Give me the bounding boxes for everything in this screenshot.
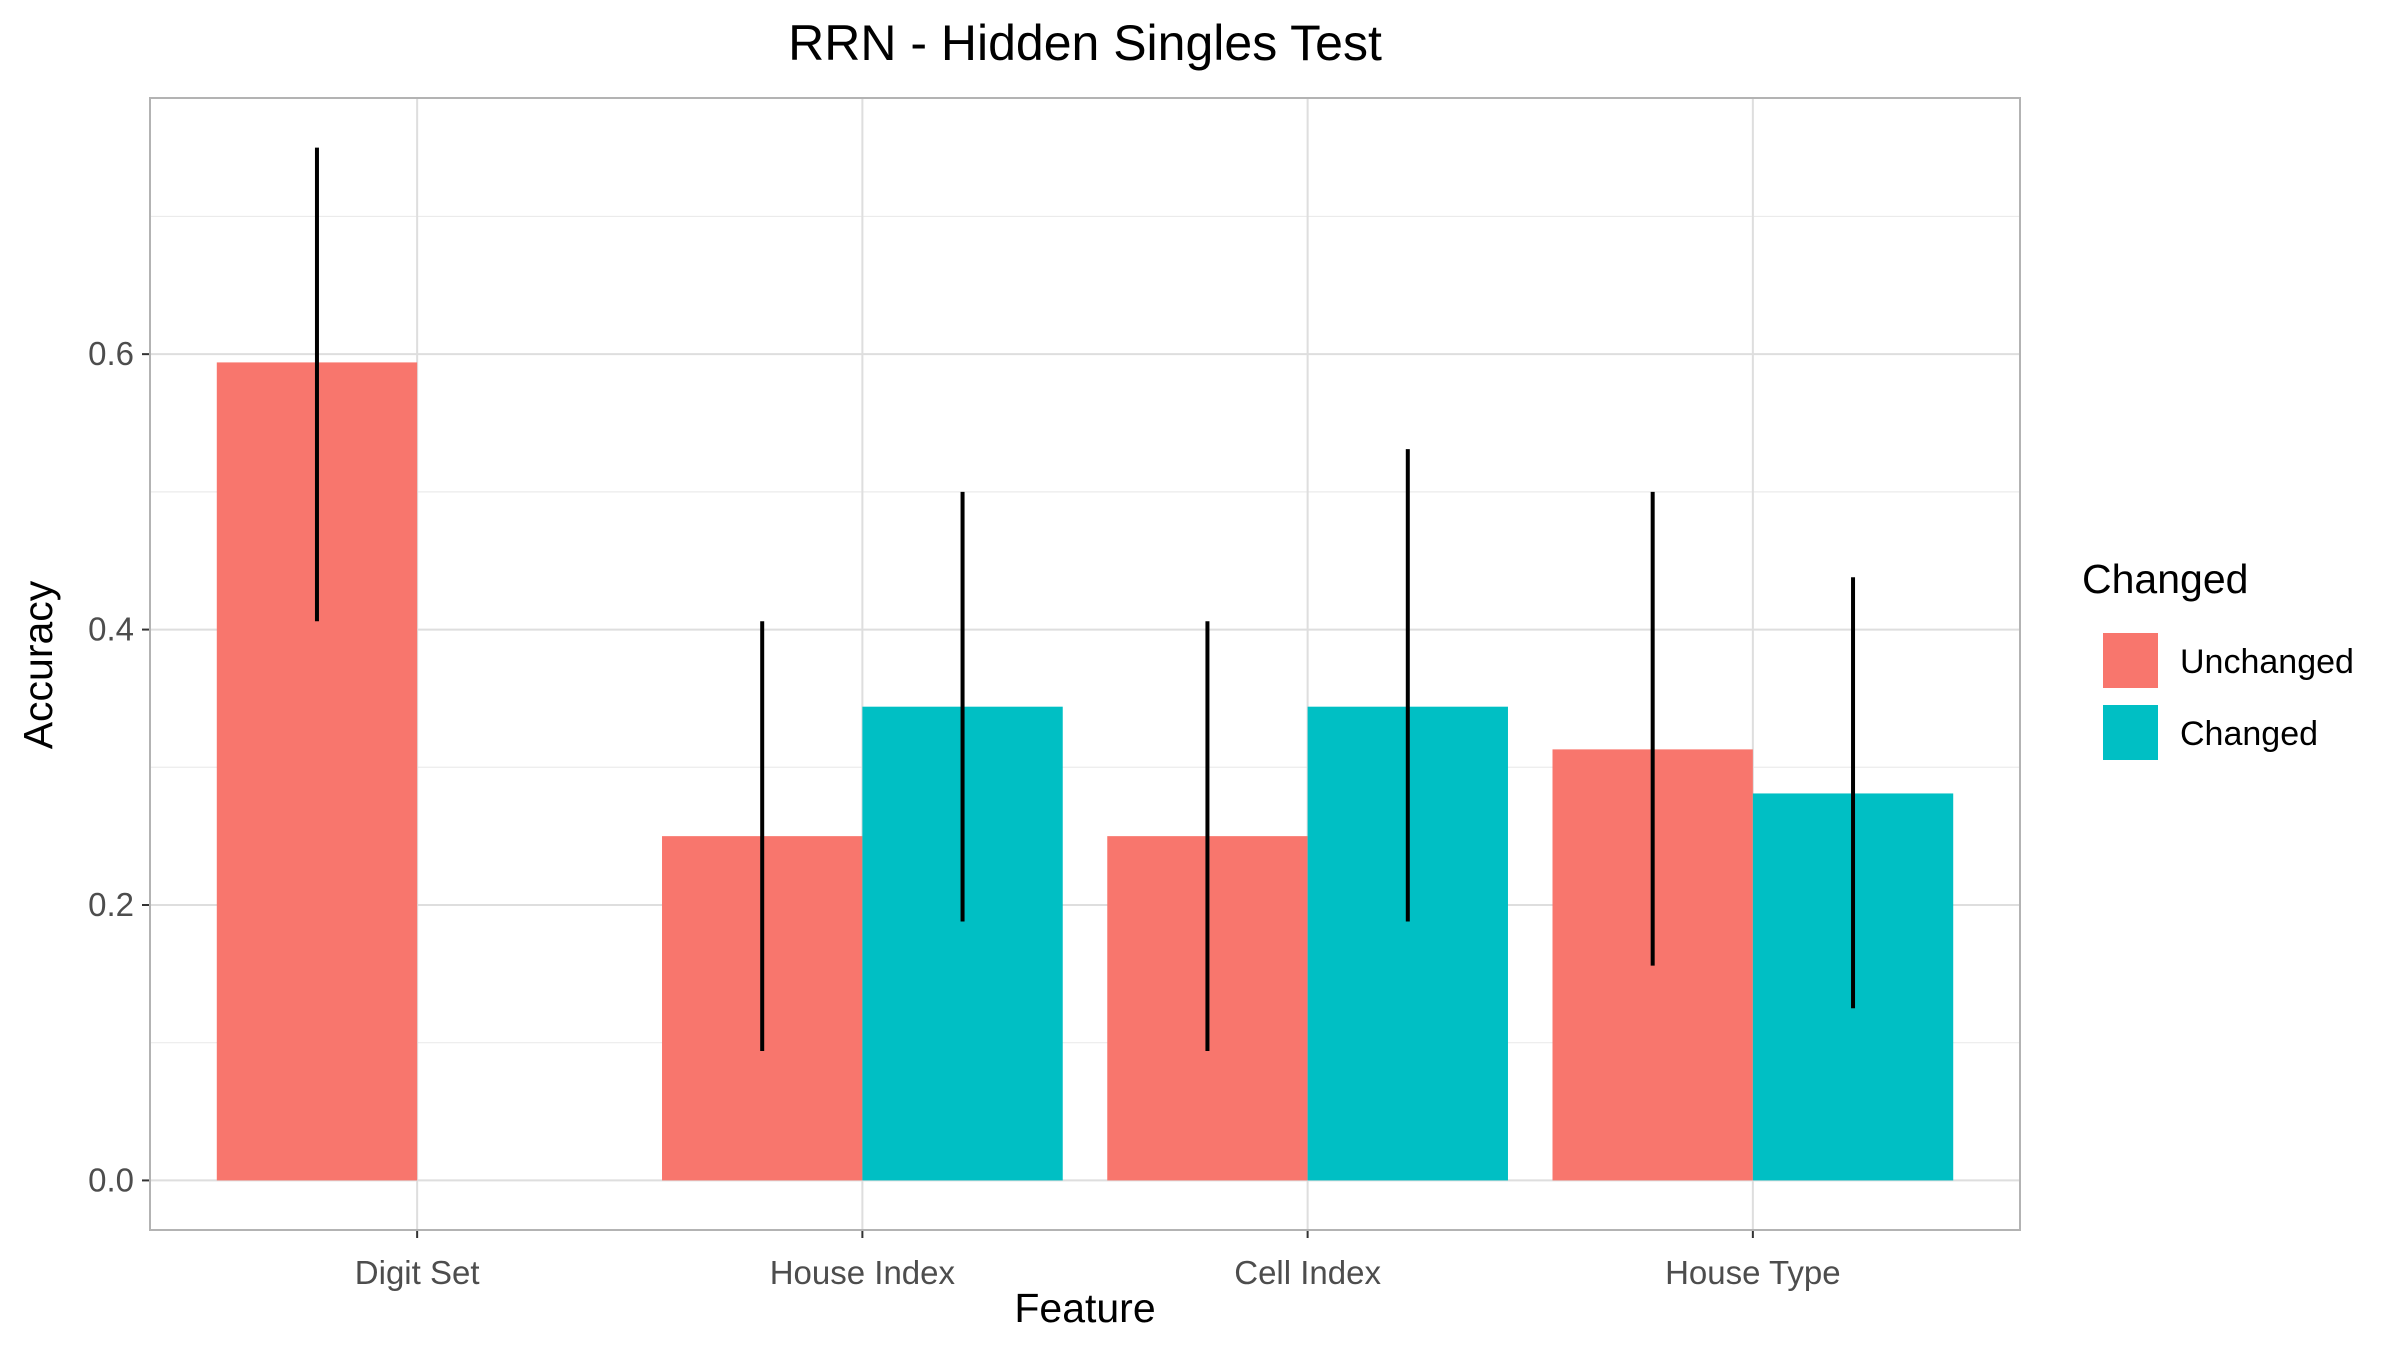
legend-label-changed: Changed [2180,715,2318,753]
x-tick-label: House Index [770,1254,956,1291]
y-axis-label: Accuracy [15,580,61,749]
y-tick-label: 0.6 [88,335,134,372]
x-axis-label: Feature [1014,1285,1155,1331]
error-bar-layer [314,147,1856,1051]
y-tick-label: 0.2 [88,886,134,923]
y-tick-label: 0.4 [88,611,134,648]
legend-label-unchanged: Unchanged [2180,643,2354,681]
axis-layer: 0.0 0.2 0.4 0.6 Digit Set House Index Cell Ind… [88,97,2021,1291]
x-tick-label: Digit Set [355,1254,480,1291]
legend-key-unchanged [2103,633,2158,688]
legend-key-changed [2103,705,2158,760]
y-tick-label: 0.0 [88,1161,134,1198]
legend-title: Changed [2082,556,2248,602]
chart-title: RRN - Hidden Singles Test [788,15,1382,71]
x-tick-label: House Type [1665,1254,1841,1291]
panel-border [149,97,2021,1231]
x-tick-label: Cell Index [1234,1254,1381,1291]
legend: Unchanged Changed [2103,633,2354,760]
bar-layer [216,362,1954,1181]
